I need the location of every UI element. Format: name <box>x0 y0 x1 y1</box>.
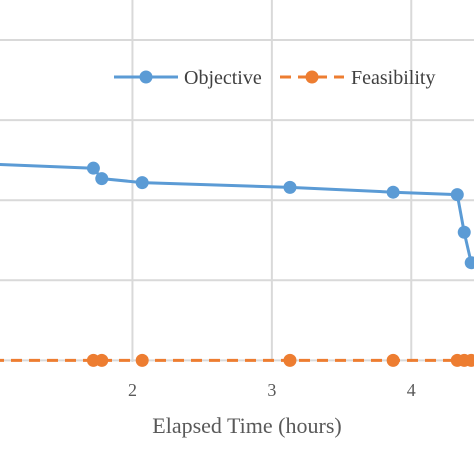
series-feasibility-point-8 <box>464 353 474 367</box>
series-objective <box>0 161 474 270</box>
series-objective-line <box>0 162 473 264</box>
x-tick-label-0: 2 <box>128 380 137 400</box>
series-objective-point-4 <box>283 180 297 194</box>
series-objective-point-5 <box>386 185 400 199</box>
x-tick-labels: 2 3 4 <box>128 380 416 400</box>
x-tick-label-2: 4 <box>407 380 416 400</box>
legend-item-feasibility: Feasibility <box>280 67 435 89</box>
series-feasibility-point-4 <box>283 353 297 367</box>
series-feasibility-point-5 <box>386 353 400 367</box>
legend: Objective Feasibility <box>114 67 435 89</box>
series-objective-point-1 <box>86 161 100 175</box>
series-feasibility <box>0 353 474 367</box>
legend-objective-label: Objective <box>184 67 262 89</box>
legend-feasibility-marker <box>305 70 319 84</box>
x-tick-label-1: 3 <box>267 380 276 400</box>
series-objective-point-8 <box>464 256 474 270</box>
series-objective-point-6 <box>450 188 464 202</box>
series-layer <box>0 161 474 367</box>
series-objective-point-3 <box>135 176 149 190</box>
series-objective-point-2 <box>95 172 109 186</box>
series-feasibility-point-2 <box>95 353 109 367</box>
series-feasibility-point-3 <box>135 353 149 367</box>
chart-grid <box>0 0 474 362</box>
x-axis-title: Elapsed Time (hours) <box>152 413 341 438</box>
legend-feasibility-label: Feasibility <box>351 67 435 89</box>
series-objective-point-7 <box>457 225 471 239</box>
legend-item-objective: Objective <box>114 67 262 89</box>
legend-objective-marker <box>139 70 153 84</box>
